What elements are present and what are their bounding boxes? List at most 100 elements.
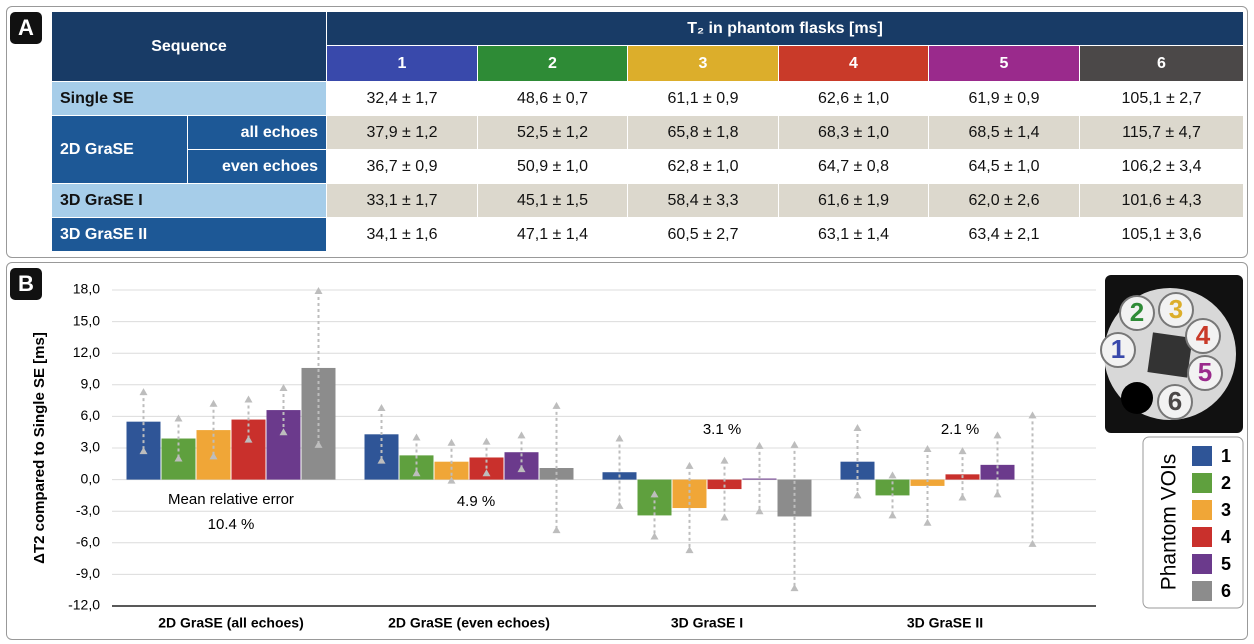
- column-header: 2: [478, 46, 628, 82]
- data-cell: 48,6 ± 0,7: [478, 82, 628, 116]
- error-bar: [650, 490, 659, 540]
- data-cell: 62,6 ± 1,0: [779, 82, 929, 116]
- y-tick-label: 15,0: [73, 312, 100, 328]
- error-bar: [1028, 411, 1037, 547]
- phantom-label: 1: [1111, 334, 1125, 364]
- data-cell: 61,9 ± 0,9: [929, 82, 1080, 116]
- column-header: 4: [779, 46, 929, 82]
- error-bar: [279, 383, 288, 436]
- column-header: 1: [327, 46, 478, 82]
- error-cap: [993, 490, 1002, 498]
- data-cell: 62,8 ± 1,0: [628, 150, 779, 184]
- error-cap: [174, 454, 183, 462]
- error-cap: [720, 456, 729, 464]
- error-cap: [1028, 539, 1037, 547]
- error-bar: [958, 447, 967, 501]
- error-bar: [447, 438, 456, 484]
- legend-swatch: [1192, 473, 1212, 493]
- error-bar: [685, 461, 694, 554]
- error-cap: [482, 437, 491, 445]
- error-bar: [482, 437, 491, 477]
- data-cell: 45,1 ± 1,5: [478, 184, 628, 218]
- error-cap: [552, 526, 561, 534]
- header-cell: T₂ in phantom flasks [ms]: [327, 12, 1244, 46]
- error-cap: [888, 471, 897, 479]
- bar: [637, 479, 672, 516]
- error-bar: [755, 441, 764, 515]
- error-cap: [139, 447, 148, 455]
- y-tick-label: 0,0: [81, 470, 101, 486]
- error-cap: [923, 518, 932, 526]
- error-cap: [412, 433, 421, 441]
- panel-label: A: [10, 12, 42, 44]
- annotation: 3.1 %: [703, 421, 741, 438]
- error-cap: [482, 469, 491, 477]
- error-cap: [958, 447, 967, 455]
- annotation: 4.9 %: [457, 493, 495, 510]
- data-cell: 33,1 ± 1,7: [327, 184, 478, 218]
- y-tick-label: -12,0: [68, 597, 100, 613]
- error-cap: [314, 287, 323, 295]
- phantom-label: 4: [1196, 320, 1211, 350]
- legend-label: 3: [1221, 500, 1231, 520]
- phantom-flask: [1158, 292, 1194, 328]
- error-cap: [244, 435, 253, 443]
- error-cap: [552, 401, 561, 409]
- x-tick-label: 3D GraSE II: [907, 615, 983, 631]
- row-label: Single SE: [52, 82, 327, 116]
- data-cell: 61,6 ± 1,9: [779, 184, 929, 218]
- error-cap: [377, 456, 386, 464]
- error-cap: [279, 428, 288, 436]
- data-cell: 64,5 ± 1,0: [929, 150, 1080, 184]
- error-cap: [244, 395, 253, 403]
- data-cell: 62,0 ± 2,6: [929, 184, 1080, 218]
- x-tick-label: 2D GraSE (even echoes): [388, 615, 550, 631]
- error-bar: [790, 440, 799, 592]
- y-tick-label: 9,0: [81, 376, 101, 392]
- bar: [434, 461, 469, 480]
- row-label: 3D GraSE I: [52, 184, 327, 218]
- error-cap: [790, 440, 799, 448]
- data-cell: 52,5 ± 1,2: [478, 116, 628, 150]
- y-tick-label: -3,0: [76, 502, 100, 518]
- error-cap: [755, 507, 764, 515]
- x-tick-label: 3D GraSE I: [671, 615, 743, 631]
- data-cell: 63,4 ± 2,1: [929, 218, 1080, 252]
- error-cap: [1028, 411, 1037, 419]
- annotation: Mean relative error: [168, 491, 294, 508]
- phantom-label: 5: [1198, 357, 1212, 387]
- legend-label: 4: [1221, 527, 1231, 547]
- error-bar: [517, 431, 526, 473]
- error-cap: [755, 441, 764, 449]
- error-cap: [615, 501, 624, 509]
- y-tick-label: -9,0: [76, 565, 100, 581]
- error-bar: [174, 414, 183, 462]
- legend-swatch: [1192, 581, 1212, 601]
- legend-label: 6: [1221, 581, 1231, 601]
- error-cap: [923, 445, 932, 453]
- error-cap: [615, 434, 624, 442]
- error-bar: [139, 388, 148, 455]
- data-cell: 68,3 ± 1,0: [779, 116, 929, 150]
- error-cap: [412, 469, 421, 477]
- phantom-flask: [1185, 318, 1221, 354]
- error-cap: [650, 532, 659, 540]
- annotation: 2.1 %: [941, 421, 979, 438]
- legend-label: 1: [1221, 446, 1231, 466]
- error-bar: [552, 401, 561, 534]
- error-cap: [447, 438, 456, 446]
- phantom-block: [1147, 332, 1193, 378]
- error-cap: [888, 511, 897, 519]
- legend-swatch: [1192, 527, 1212, 547]
- row-sublabel: even echoes: [188, 150, 327, 184]
- data-cell: 32,4 ± 1,7: [327, 82, 478, 116]
- header-cell: Sequence: [52, 12, 327, 82]
- error-cap: [685, 546, 694, 554]
- y-tick-label: 6,0: [81, 407, 101, 423]
- data-cell: 68,5 ± 1,4: [929, 116, 1080, 150]
- row-sublabel: all echoes: [188, 116, 327, 150]
- data-cell: 63,1 ± 1,4: [779, 218, 929, 252]
- error-bar: [993, 431, 1002, 498]
- bar: [231, 419, 266, 480]
- error-cap: [685, 461, 694, 469]
